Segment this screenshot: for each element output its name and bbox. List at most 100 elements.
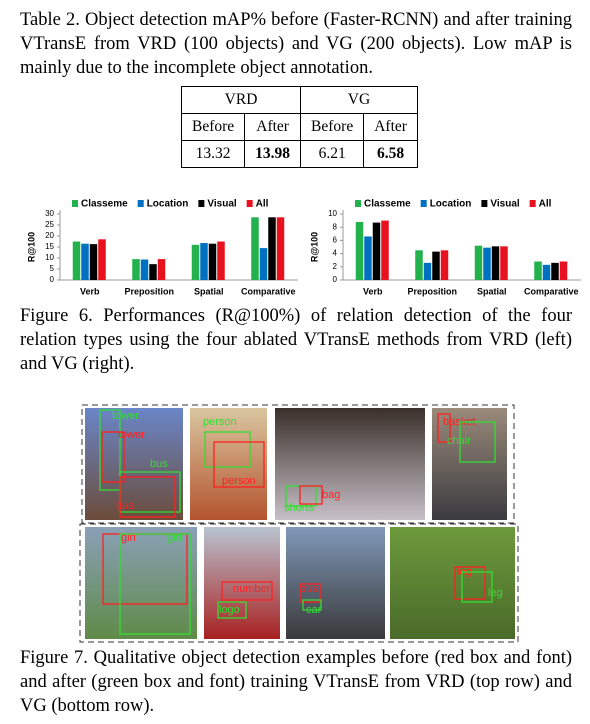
y-axis-label: R@100 xyxy=(26,232,36,262)
row-border xyxy=(81,404,515,524)
chart: 0 5 10 15 20 25 30 R@100 Classeme Location Visual A… xyxy=(26,199,298,296)
table-group: VG xyxy=(300,86,418,114)
detection-label: bus xyxy=(116,500,134,512)
bar xyxy=(355,221,364,280)
detection-label: car xyxy=(306,604,322,616)
bar xyxy=(81,243,89,280)
legend-label: Classeme xyxy=(364,199,411,210)
detection-label: girl xyxy=(121,532,136,544)
bar xyxy=(268,217,276,280)
photo xyxy=(204,527,280,639)
figure-caption: Figure 7. Qualitative object detection e… xyxy=(20,648,572,716)
bar xyxy=(157,259,166,280)
x-tick-label: Spatial xyxy=(477,286,507,296)
bar xyxy=(381,220,389,280)
bar xyxy=(500,246,508,280)
legend-label: Location xyxy=(430,199,472,210)
bar xyxy=(559,261,568,280)
y-tick-label: 8 xyxy=(333,222,338,231)
detection-box xyxy=(299,583,321,603)
y-tick-label: 4 xyxy=(333,249,338,258)
bar xyxy=(423,262,432,280)
table-cell: 6.21 xyxy=(300,140,365,168)
detection-label: person xyxy=(222,475,256,487)
detection-label: basket xyxy=(443,416,475,428)
y-tick-label: 15 xyxy=(45,242,54,251)
legend-label: All xyxy=(539,199,552,210)
detection-label: shorts xyxy=(284,502,314,514)
bar xyxy=(89,244,98,280)
detection-box xyxy=(459,421,496,463)
bar xyxy=(200,243,208,280)
detection-label: bus xyxy=(150,458,168,470)
detection-box xyxy=(213,441,265,488)
detection-label: bus xyxy=(300,583,318,595)
bar xyxy=(542,264,551,280)
bar xyxy=(364,236,372,280)
bar xyxy=(372,222,381,280)
y-tick-label: 0 xyxy=(333,275,338,284)
detection-box xyxy=(461,571,493,603)
detection-label: girl xyxy=(167,532,182,544)
table: VRD VG Before After Before After 13.32 1… xyxy=(180,86,418,168)
legend-swatch xyxy=(246,200,253,207)
x-tick-label: Spatial xyxy=(194,286,224,296)
bar xyxy=(217,241,225,280)
bar xyxy=(251,217,259,280)
bar xyxy=(276,217,285,280)
x-tick-label: Preposition xyxy=(124,286,174,296)
figure: tower tower bus bus person person shorts bag bas… xyxy=(79,404,519,643)
table-cell: 13.98 xyxy=(244,140,302,168)
table-column: Before xyxy=(300,113,365,141)
bar xyxy=(259,248,268,280)
detection-box xyxy=(299,485,323,505)
bar xyxy=(415,250,423,280)
bar xyxy=(72,241,81,280)
photo xyxy=(85,527,197,639)
y-tick-label: 25 xyxy=(45,220,54,229)
legend-label: All xyxy=(256,199,269,210)
y-tick-label: 2 xyxy=(333,262,338,271)
bar xyxy=(140,259,149,280)
detection-box xyxy=(221,581,273,601)
y-tick-label: 0 xyxy=(50,275,55,284)
detection-label: tower xyxy=(118,429,145,441)
photo xyxy=(390,527,515,639)
y-tick-label: 10 xyxy=(45,253,54,262)
x-tick-label: Comparative xyxy=(241,286,296,296)
detection-box xyxy=(101,431,125,483)
bar xyxy=(432,251,440,280)
table-column: Before xyxy=(180,113,246,141)
x-tick-label: Comparative xyxy=(524,286,579,296)
detection-box xyxy=(204,431,251,468)
row-border xyxy=(79,523,519,643)
legend-swatch xyxy=(481,200,488,207)
photo xyxy=(286,527,385,639)
bar xyxy=(534,261,542,280)
detection-box xyxy=(302,599,322,611)
bar xyxy=(483,247,491,280)
legend-swatch xyxy=(355,200,361,207)
legend-label: Visual xyxy=(490,199,519,210)
bar xyxy=(132,259,140,280)
legend-swatch xyxy=(529,200,536,207)
legend-swatch xyxy=(420,200,427,207)
figure-caption: Figure 6. Performances (R@100%) of relat… xyxy=(20,306,572,374)
bar xyxy=(98,239,106,280)
x-tick-label: Preposition xyxy=(407,286,457,296)
photo xyxy=(85,408,183,520)
detection-box xyxy=(119,476,176,518)
legend-label: Classeme xyxy=(81,199,128,210)
legend-label: Location xyxy=(147,199,189,210)
bar xyxy=(474,245,483,280)
table-column: After xyxy=(244,113,302,141)
table-cell: 13.32 xyxy=(180,140,246,168)
bar xyxy=(491,246,500,280)
detection-box xyxy=(454,566,486,600)
detection-label: logo xyxy=(219,604,240,616)
detection-label: leg xyxy=(488,587,503,599)
y-axis-label: R@100 xyxy=(309,232,319,262)
table-group: VRD xyxy=(180,86,302,114)
y-tick-label: 5 xyxy=(50,264,55,273)
